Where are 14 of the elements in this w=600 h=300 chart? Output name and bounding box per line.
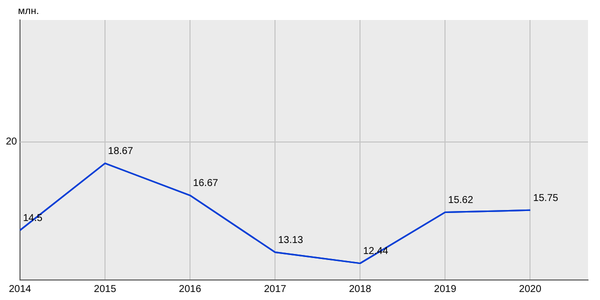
- x-tick-label: 2015: [94, 284, 117, 295]
- data-label: 16.67: [193, 178, 219, 190]
- x-tick-label: 2016: [178, 284, 202, 295]
- x-tick-label: 2019: [434, 284, 457, 295]
- data-label: 15.75: [533, 192, 559, 204]
- data-label: 15.62: [448, 195, 474, 206]
- data-label: 18.67: [108, 146, 134, 158]
- x-tick-label: 2020: [519, 284, 542, 295]
- data-label: 13.13: [278, 234, 304, 246]
- ref-line-label: 20: [6, 136, 18, 148]
- x-tick-label: 2014: [8, 284, 32, 295]
- x-tick-label: 2018: [348, 284, 372, 295]
- y-axis-title: млн.: [18, 6, 40, 17]
- x-tick-label: 2017: [264, 284, 287, 295]
